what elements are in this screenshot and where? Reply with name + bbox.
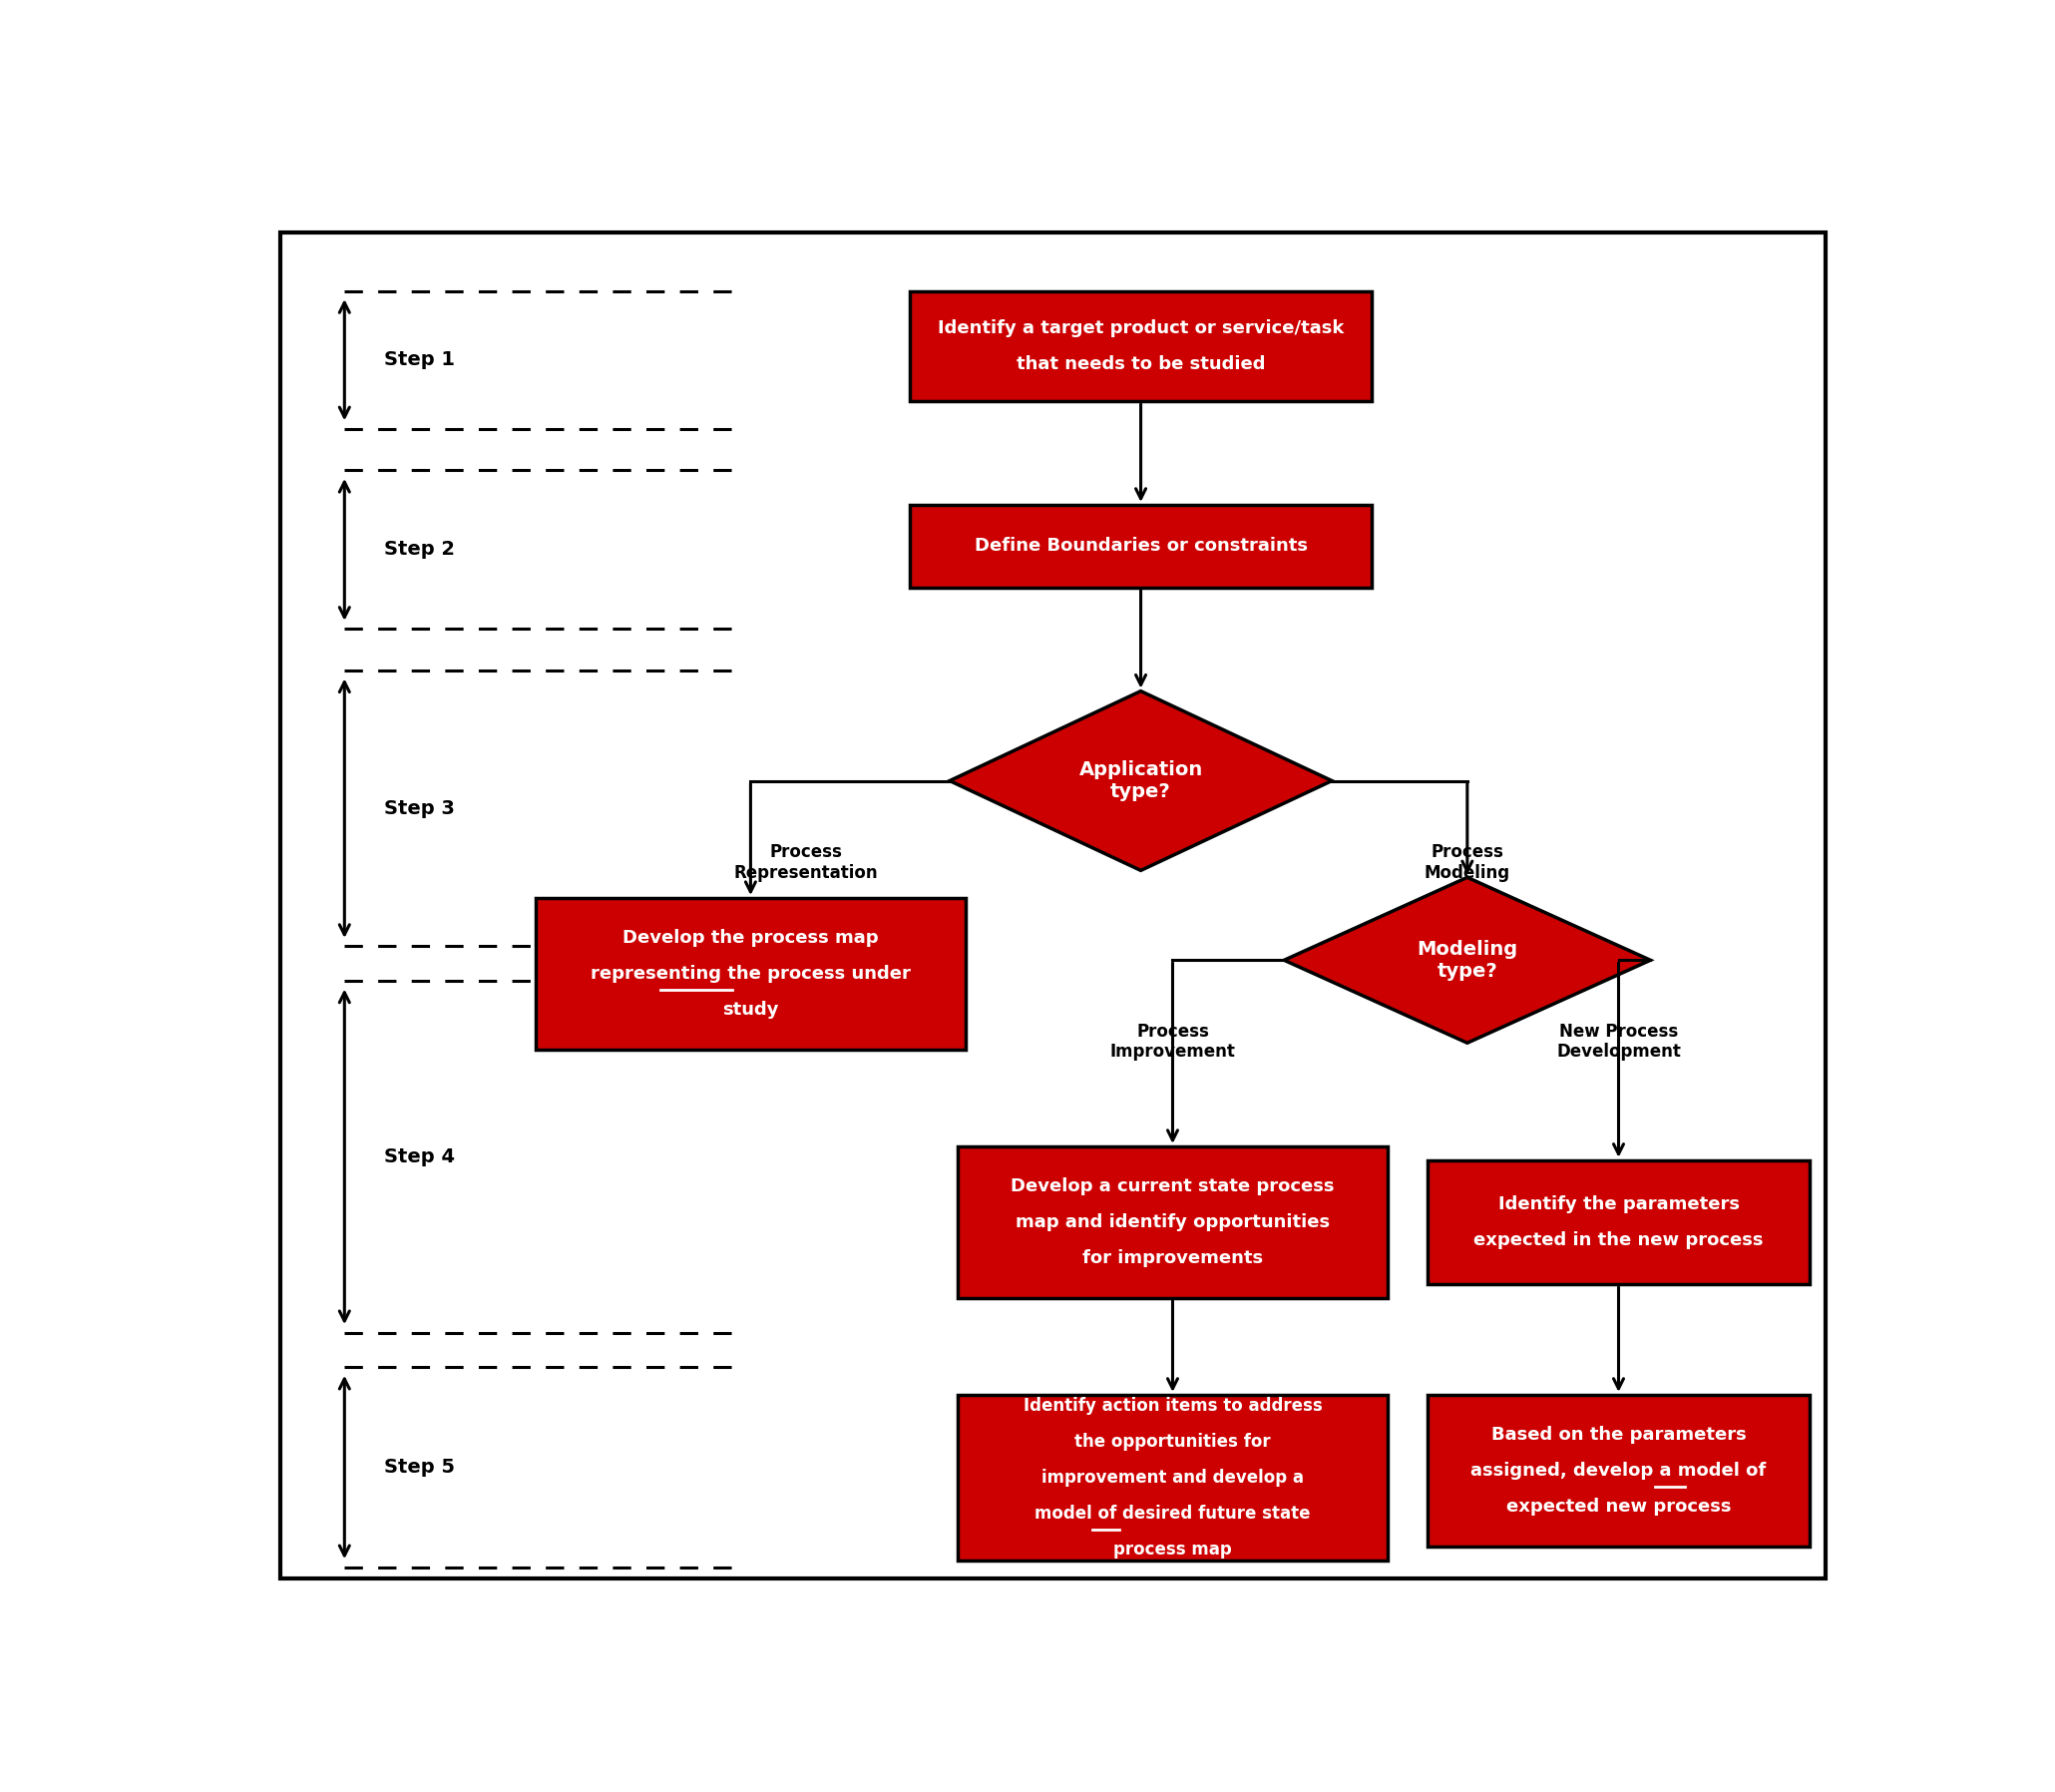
Text: Identify a target product or service/task: Identify a target product or service/tas… xyxy=(937,319,1344,337)
Text: expected in the new process: expected in the new process xyxy=(1473,1231,1763,1249)
Text: assigned, develop a model of: assigned, develop a model of xyxy=(1471,1462,1767,1480)
FancyBboxPatch shape xyxy=(910,290,1373,401)
FancyBboxPatch shape xyxy=(958,1394,1387,1561)
Text: Develop a current state process: Develop a current state process xyxy=(1011,1177,1334,1195)
Text: Process
Representation: Process Representation xyxy=(734,842,877,882)
Text: Step 2: Step 2 xyxy=(384,539,454,559)
Polygon shape xyxy=(949,692,1332,871)
Polygon shape xyxy=(1284,878,1650,1043)
Text: Process
Modeling: Process Modeling xyxy=(1424,842,1510,882)
Text: Step 3: Step 3 xyxy=(384,799,454,817)
FancyBboxPatch shape xyxy=(1428,1394,1810,1546)
Text: Modeling
type?: Modeling type? xyxy=(1416,939,1519,980)
Text: model of desired future state: model of desired future state xyxy=(1036,1505,1311,1523)
Text: for improvements: for improvements xyxy=(1083,1249,1264,1267)
Text: the opportunities for: the opportunities for xyxy=(1075,1434,1270,1452)
FancyBboxPatch shape xyxy=(910,505,1373,588)
Text: process map: process map xyxy=(1114,1541,1231,1559)
Text: expected new process: expected new process xyxy=(1506,1498,1730,1516)
Text: Define Boundaries or constraints: Define Boundaries or constraints xyxy=(974,538,1307,556)
Text: Develop the process map: Develop the process map xyxy=(623,928,880,946)
Text: Based on the parameters: Based on the parameters xyxy=(1492,1426,1747,1444)
Text: New Process
Development: New Process Development xyxy=(1556,1021,1681,1061)
Text: Process
Improvement: Process Improvement xyxy=(1110,1021,1235,1061)
FancyBboxPatch shape xyxy=(958,1147,1387,1297)
Text: representing the process under: representing the process under xyxy=(590,964,910,984)
Text: Step 5: Step 5 xyxy=(384,1457,454,1477)
FancyBboxPatch shape xyxy=(536,898,966,1050)
FancyBboxPatch shape xyxy=(1428,1159,1810,1285)
Text: Identify the parameters: Identify the parameters xyxy=(1498,1195,1739,1213)
Text: Identify action items to address: Identify action items to address xyxy=(1023,1396,1321,1416)
Text: Application
type?: Application type? xyxy=(1079,760,1202,801)
Text: Step 4: Step 4 xyxy=(384,1147,454,1167)
Text: improvement and develop a: improvement and develop a xyxy=(1042,1469,1303,1487)
Text: map and identify opportunities: map and identify opportunities xyxy=(1015,1213,1330,1231)
Text: study: study xyxy=(723,1002,779,1020)
Text: that needs to be studied: that needs to be studied xyxy=(1017,355,1266,373)
Text: Step 1: Step 1 xyxy=(384,351,454,369)
